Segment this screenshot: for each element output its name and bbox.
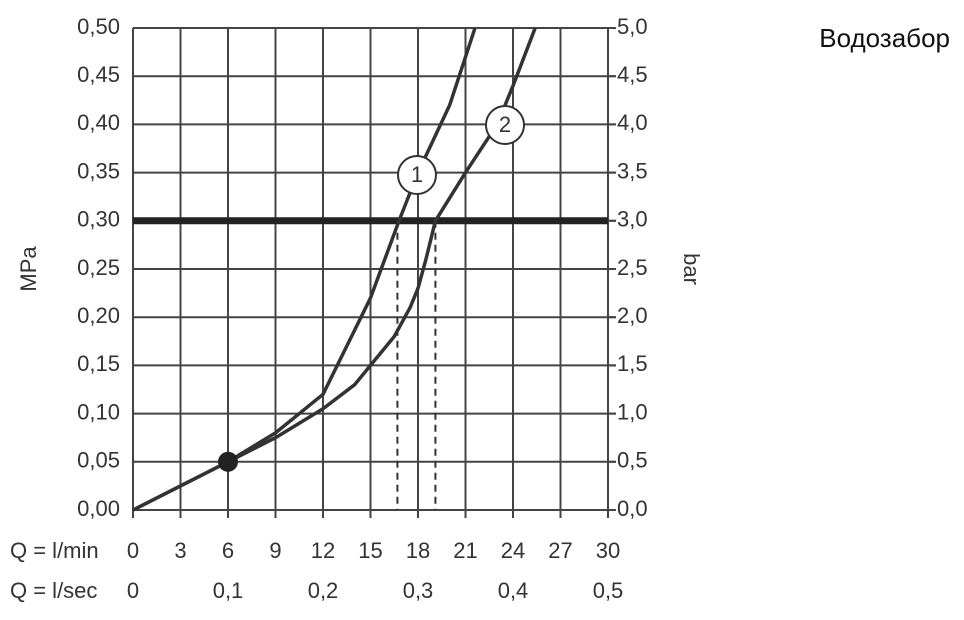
y2-tick-label: 2,0 — [617, 303, 648, 328]
series-line — [132, 27, 537, 512]
y-tick-label: 0,25 — [77, 255, 120, 280]
x-tick-label: 3 — [174, 538, 186, 563]
y2-tick-label: 3,0 — [617, 207, 648, 232]
legend-label: 1 — [411, 162, 423, 187]
y-tick-label: 0,40 — [77, 110, 120, 135]
x2-tick-label: 0,5 — [593, 578, 624, 603]
y2-tick-label: 5,0 — [617, 14, 648, 39]
y-axis-label: MPa — [16, 246, 41, 292]
x2-axis-label: Q = l/sec — [10, 578, 97, 603]
x-tick-label: 12 — [311, 538, 335, 563]
y2-tick-label: 0,5 — [617, 448, 648, 473]
x2-tick-label: 0,4 — [498, 578, 529, 603]
chart-title: Водозабор — [819, 23, 950, 53]
y-tick-label: 0,30 — [77, 207, 120, 232]
y2-tick-label: 0,0 — [617, 496, 648, 521]
x2-tick-label: 0,1 — [213, 578, 244, 603]
series-badge — [485, 105, 525, 145]
y-tick-label: 0,35 — [77, 158, 120, 183]
x2-tick-label: 0,3 — [403, 578, 434, 603]
y-tick-label: 0,15 — [77, 351, 120, 376]
x-tick-label: 30 — [596, 538, 620, 563]
y-tick-label: 0,45 — [77, 62, 120, 87]
x-tick-label: 24 — [501, 538, 525, 563]
y2-axis-label: bar — [679, 253, 704, 285]
x-tick-label: 15 — [358, 538, 382, 563]
y2-tick-label: 2,5 — [617, 255, 648, 280]
y2-tick-label: 1,5 — [617, 351, 648, 376]
y-tick-label: 0,00 — [77, 496, 120, 521]
x-axis-label: Q = l/min — [10, 538, 99, 563]
x2-tick-label: 0,2 — [308, 578, 339, 603]
operating-point — [218, 451, 238, 472]
y2-tick-label: 1,0 — [617, 399, 648, 424]
y2-tick-label: 4,0 — [617, 110, 648, 135]
y-tick-label: 0,20 — [77, 303, 120, 328]
y2-tick-label: 4,5 — [617, 62, 648, 87]
x-tick-label: 21 — [453, 538, 477, 563]
series-badge — [397, 155, 437, 195]
y-tick-label: 0,10 — [77, 399, 120, 424]
x-tick-label: 18 — [406, 538, 430, 563]
x-tick-label: 6 — [222, 538, 234, 563]
y2-tick-label: 3,5 — [617, 158, 648, 183]
y-tick-label: 0,05 — [77, 448, 120, 473]
legend-label: 2 — [499, 112, 511, 137]
x-tick-label: 27 — [548, 538, 572, 563]
y-tick-label: 0,50 — [77, 14, 120, 39]
x-tick-label: 0 — [127, 538, 139, 563]
x-tick-label: 9 — [269, 538, 281, 563]
x2-tick-label: 0 — [127, 578, 139, 603]
